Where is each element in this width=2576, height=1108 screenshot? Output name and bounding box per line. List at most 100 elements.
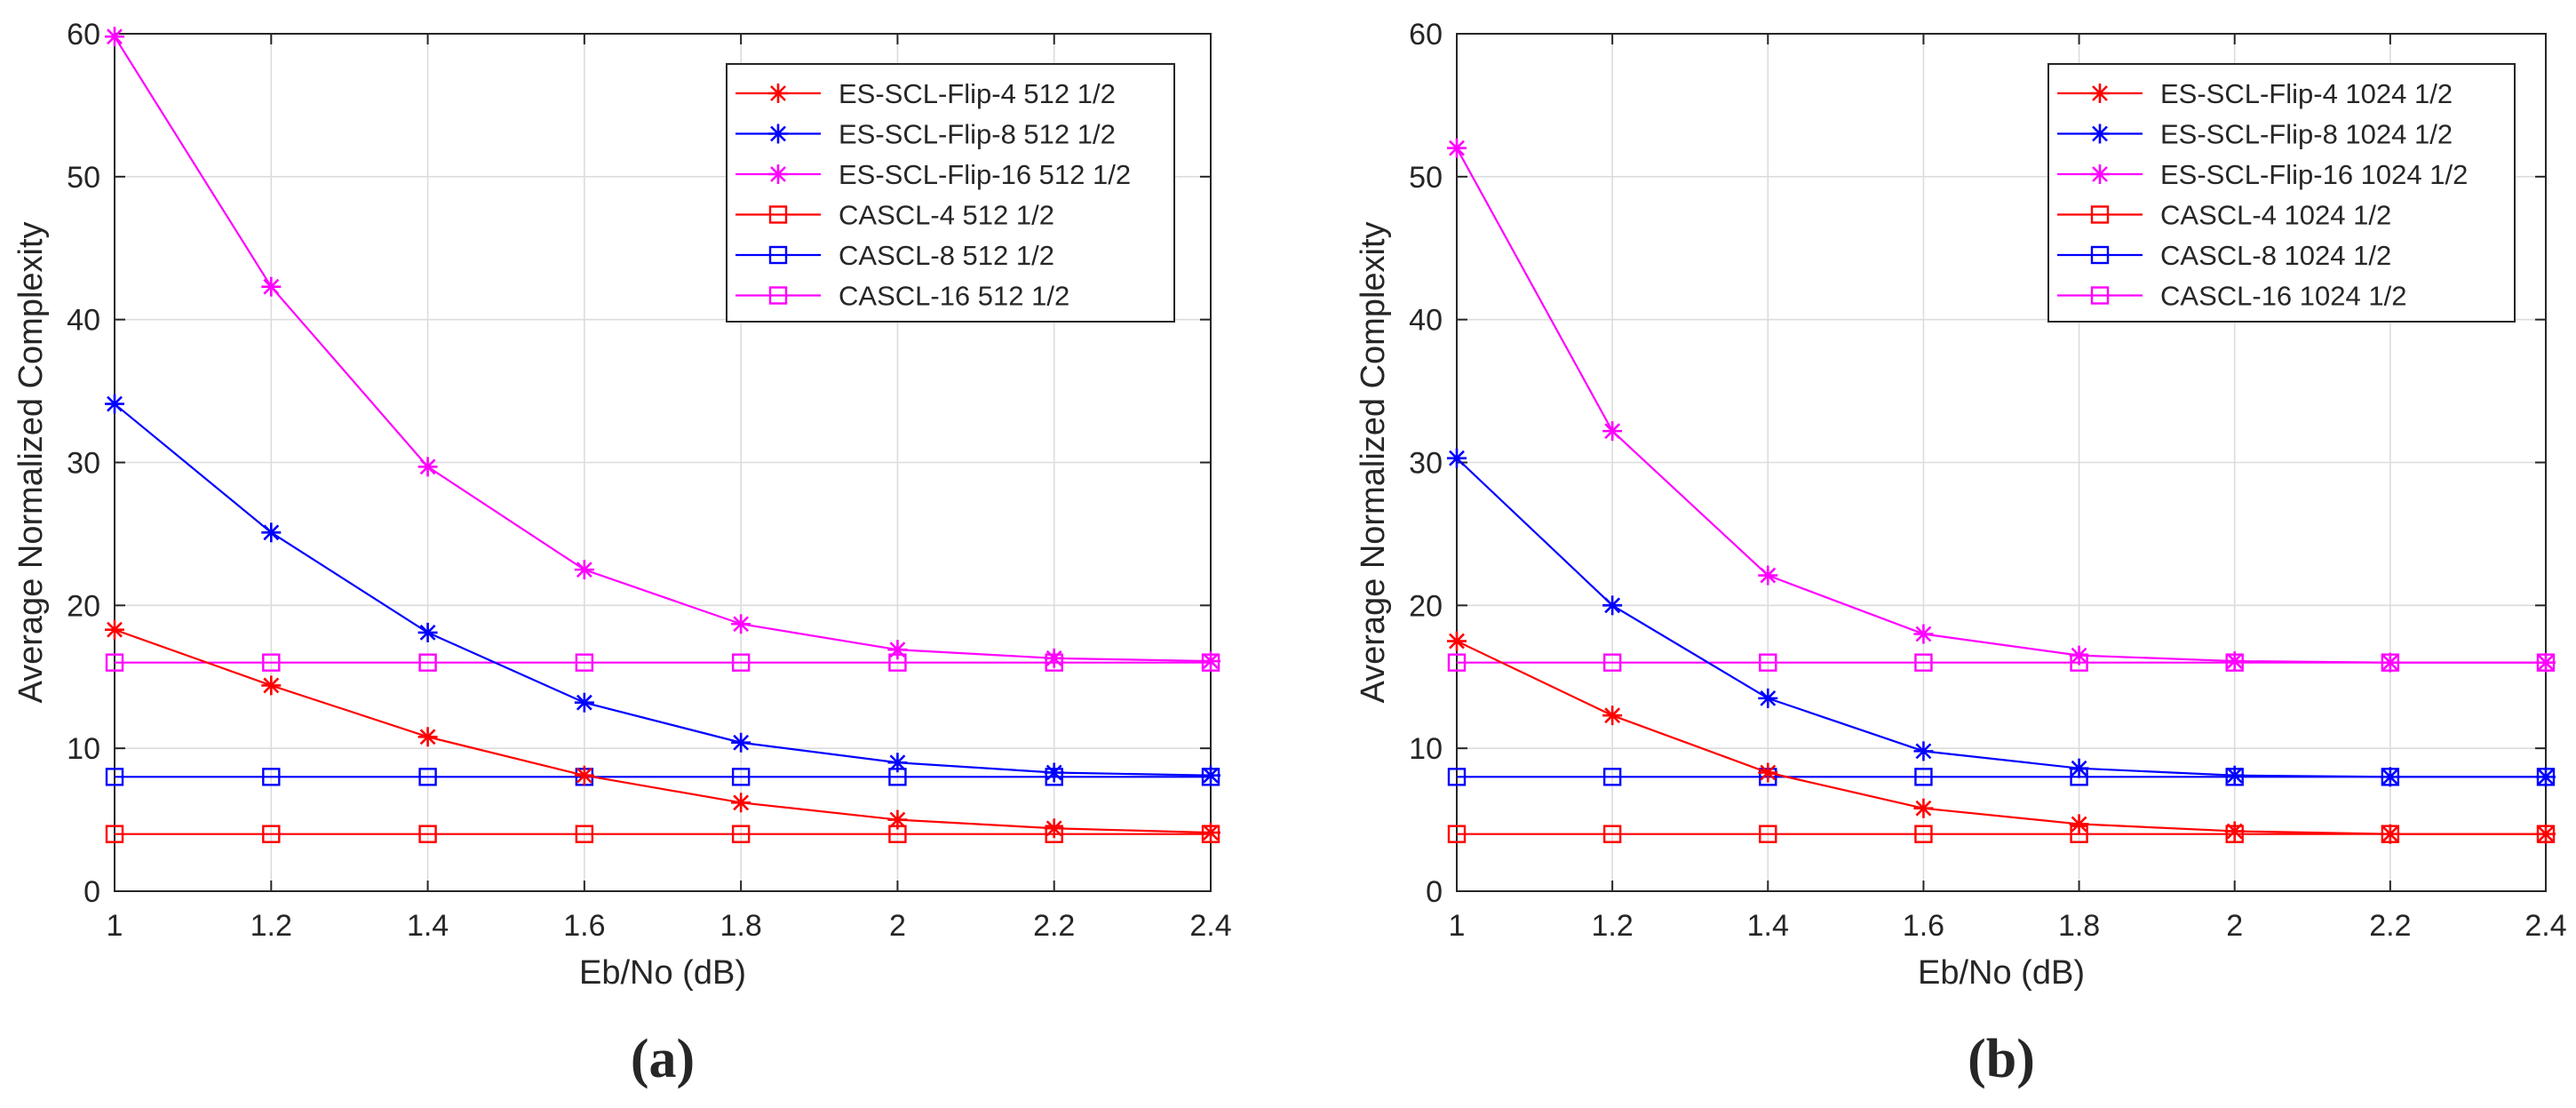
data-point	[261, 276, 282, 297]
data-point	[1913, 624, 1934, 644]
legend-label: CASCL-4 512 1/2	[839, 200, 1054, 231]
data-point	[1758, 565, 1778, 586]
axes-box	[114, 33, 1212, 892]
data-point	[418, 825, 437, 843]
data-point	[262, 825, 281, 843]
series-es-scl-flip-4-1024-1-2	[1447, 631, 2556, 844]
legend-marker	[768, 245, 788, 265]
series-es-scl-flip-16-512-1-2	[105, 27, 1220, 672]
legend-label: ES-SCL-Flip-4 1024 1/2	[2160, 78, 2453, 109]
data-point	[2069, 758, 2089, 778]
data-point	[1201, 651, 1220, 672]
y-tick-label: 30	[1409, 447, 1443, 481]
legend-item: ES-SCL-Flip-16 1024 1/2	[2057, 159, 2468, 190]
legend-label: CASCL-8 512 1/2	[839, 240, 1054, 271]
x-tick-label: 1.8	[720, 909, 762, 943]
x-tick-label: 1.6	[1903, 909, 1944, 943]
legend-marker	[768, 205, 788, 224]
data-point	[1914, 825, 1933, 843]
data-point	[418, 768, 437, 786]
legend-marker	[2090, 205, 2110, 224]
y-axis-label: Average Normalized Complexity	[1355, 221, 1392, 703]
panel-label: (b)	[1968, 1029, 2035, 1089]
y-tick-label: 60	[67, 18, 100, 52]
data-point	[262, 768, 281, 786]
series-line	[114, 36, 1212, 663]
data-point	[574, 560, 594, 580]
legend-marker	[768, 164, 788, 184]
legend-item: ES-SCL-Flip-8 1024 1/2	[2057, 119, 2453, 150]
y-tick-label: 40	[1409, 304, 1443, 338]
series-es-scl-flip-8-1024-1-2	[1447, 448, 2556, 787]
x-tick-label: 1.6	[563, 909, 605, 943]
x-tick-label: 1.8	[2058, 909, 2100, 943]
y-tick-label: 60	[1409, 18, 1443, 52]
x-tick-label: 1.2	[1592, 909, 1634, 943]
legend-box	[726, 63, 1175, 323]
data-point	[261, 522, 282, 543]
y-tick-label: 50	[67, 161, 100, 195]
legend-item: ES-SCL-Flip-4 1024 1/2	[2057, 78, 2453, 109]
data-point	[1447, 631, 1467, 651]
legend-label: CASCL-8 1024 1/2	[2160, 240, 2391, 271]
data-point	[105, 825, 124, 843]
series-line	[1456, 147, 2546, 664]
series-line	[114, 628, 1212, 834]
legend-item: CASCL-8 1024 1/2	[2057, 240, 2391, 271]
legend-label: CASCL-4 1024 1/2	[2160, 200, 2391, 231]
data-point	[2224, 765, 2245, 785]
y-tick-label: 0	[1426, 875, 1443, 909]
data-point	[1758, 762, 1778, 783]
data-point	[1914, 768, 1933, 786]
data-point	[2069, 645, 2089, 666]
data-point	[2069, 814, 2089, 834]
legend-marker	[2090, 84, 2110, 103]
y-tick-label: 40	[67, 304, 100, 338]
x-tick-label: 1.4	[407, 909, 449, 943]
legend-item: ES-SCL-Flip-16 512 1/2	[735, 159, 1131, 190]
data-point	[1447, 138, 1467, 158]
series-line	[114, 403, 1212, 777]
data-point	[731, 653, 751, 672]
legend-label: ES-SCL-Flip-8 1024 1/2	[2160, 119, 2453, 150]
x-tick-label: 2.2	[2369, 909, 2411, 943]
legend-marker	[768, 84, 788, 103]
data-point	[887, 753, 908, 773]
data-point	[575, 653, 594, 672]
data-point	[887, 809, 908, 830]
data-point	[1602, 421, 1623, 442]
data-point	[731, 793, 751, 813]
data-point	[574, 765, 594, 785]
y-tick-label: 20	[67, 589, 100, 623]
y-tick-label: 50	[1409, 161, 1443, 195]
data-point	[731, 768, 751, 786]
data-point	[2380, 824, 2400, 844]
series-es-scl-flip-4-512-1-2	[105, 619, 1220, 843]
legend-item: ES-SCL-Flip-8 512 1/2	[735, 119, 1116, 150]
legend: ES-SCL-Flip-4 512 1/2 ES-SCL-Flip-8 512 1…	[726, 63, 1175, 323]
series-es-scl-flip-16-1024-1-2	[1447, 138, 2556, 673]
legend-label: ES-SCL-Flip-16 1024 1/2	[2160, 159, 2468, 190]
x-tick-label: 2.4	[2524, 909, 2566, 943]
x-tick-label: 1	[1449, 909, 1466, 943]
data-point	[887, 640, 908, 660]
data-point	[1758, 688, 1778, 708]
legend-label: ES-SCL-Flip-8 512 1/2	[839, 119, 1116, 150]
data-point	[1759, 653, 1777, 672]
data-point	[2536, 767, 2556, 787]
data-point	[2536, 824, 2556, 844]
data-point	[1602, 705, 1623, 726]
panel-label: (a)	[631, 1029, 695, 1089]
x-tick-label: 2.2	[1033, 909, 1075, 943]
data-point	[1602, 653, 1622, 672]
data-point	[1602, 768, 1622, 786]
data-point	[1044, 648, 1064, 668]
legend-marker	[768, 124, 788, 144]
legend-label: ES-SCL-Flip-16 512 1/2	[839, 159, 1131, 190]
data-point	[418, 653, 437, 672]
x-axis-label: Eb/No (dB)	[1918, 954, 2085, 992]
legend-marker	[2090, 164, 2110, 184]
series-es-scl-flip-8-512-1-2	[105, 394, 1220, 785]
legend-marker	[2090, 124, 2110, 144]
